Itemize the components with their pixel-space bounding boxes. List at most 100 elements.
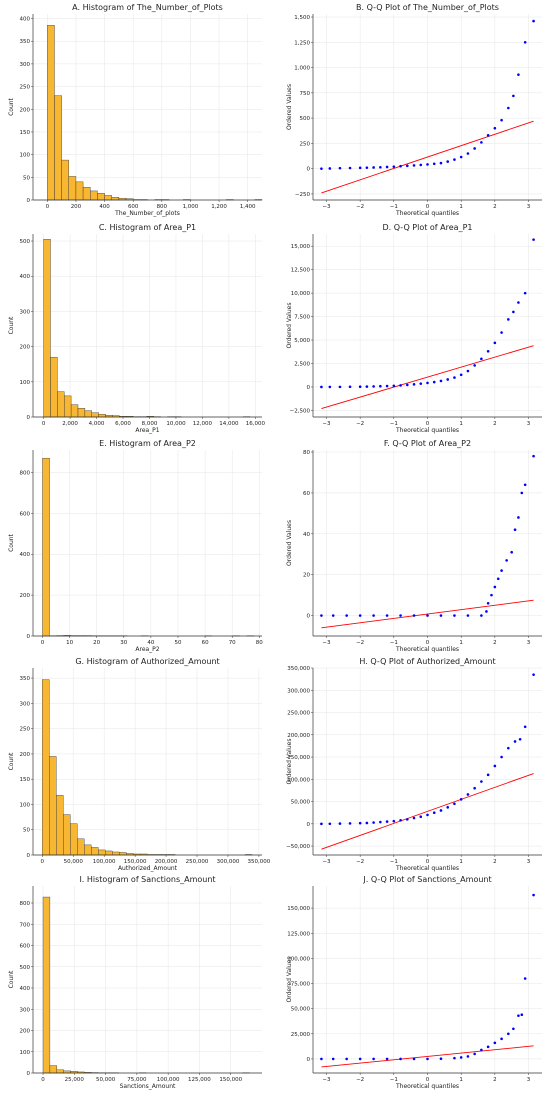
chart-title: F. Q-Q Plot of Area_P2	[384, 439, 471, 448]
y-tick-label: 200	[20, 752, 31, 758]
x-tick-label: 14,000	[219, 421, 239, 427]
qq-point	[338, 166, 342, 170]
x-tick-label: −3	[322, 421, 331, 427]
qq-point	[523, 977, 527, 980]
qq-point	[338, 385, 342, 389]
y-tick-label: 20	[303, 573, 310, 579]
qq-point	[365, 821, 369, 825]
y-tick-label: 100	[20, 380, 31, 386]
y-tick-label: 125,000	[287, 931, 310, 937]
x-tick-label: 2	[493, 204, 497, 210]
qq-point	[523, 725, 527, 729]
qq-point	[412, 383, 416, 386]
qq-point	[473, 786, 476, 790]
fit-line	[321, 773, 534, 850]
x-tick-label: 150,000	[219, 1077, 242, 1083]
y-tick-label: 300	[20, 1007, 31, 1013]
y-tick-label: 25,000	[291, 1032, 311, 1038]
qq-point	[473, 364, 476, 367]
x-tick-label: −2	[356, 859, 364, 865]
y-axis-label: Ordered Values	[286, 520, 293, 566]
x-tick-label: 1	[459, 859, 463, 865]
qq-point	[512, 94, 515, 98]
histogram-bar	[42, 457, 50, 637]
x-axis-label: Area_P1	[135, 427, 159, 434]
histogram-bar	[91, 847, 99, 856]
y-axis-label: Ordered Values	[286, 957, 293, 1003]
qq-point	[520, 491, 524, 495]
histogram-bar	[91, 412, 99, 418]
qq-point	[358, 614, 362, 617]
chart-title: G. Histogram of Authorized_Amount	[75, 657, 219, 666]
x-tick-label: −2	[356, 421, 364, 427]
qq-point	[513, 528, 517, 532]
qq-point	[517, 301, 520, 304]
y-tick-label: 200	[20, 593, 31, 599]
qq-point	[399, 614, 402, 617]
x-tick-label: −3	[322, 204, 331, 210]
x-tick-label: 1	[459, 1077, 463, 1083]
histogram-bar	[97, 192, 105, 201]
x-tick-label: 1,200	[211, 204, 227, 210]
qq-point	[385, 1057, 389, 1061]
x-axis-label: Theoretical quantiles	[395, 1083, 459, 1090]
y-tick-label: 350	[20, 676, 31, 682]
histogram-bar	[105, 850, 113, 856]
qq-point	[500, 118, 503, 122]
x-tick-label: 2	[493, 859, 497, 865]
histogram-bar	[111, 197, 120, 201]
x-tick-label: 12,000	[193, 421, 213, 427]
y-tick-label: 300	[20, 309, 31, 315]
chart-title: J. Q-Q Plot of Sanctions_Amount	[362, 875, 491, 884]
qq-point	[480, 614, 483, 617]
qq-point	[486, 1045, 490, 1049]
qq-point	[500, 1037, 503, 1041]
x-tick-label: 0	[42, 421, 46, 427]
qq-point	[473, 147, 476, 150]
chart-title: B. Q-Q Plot of The_Number_of_Plots	[356, 3, 499, 12]
qq-point	[523, 483, 527, 487]
qq-point	[365, 385, 369, 388]
y-tick-label: 0	[27, 634, 31, 640]
y-tick-label: 150,000	[287, 755, 310, 761]
x-tick-label: 4,000	[89, 421, 105, 427]
x-tick-label: −1	[390, 859, 398, 865]
qq-point	[328, 822, 332, 826]
x-tick-label: −3	[322, 859, 331, 865]
x-tick-label: 100,000	[93, 859, 116, 865]
x-tick-label: 10	[66, 640, 73, 646]
x-axis-label: Authorized_Amount	[118, 865, 178, 872]
qq-point	[505, 559, 508, 562]
qq-point	[493, 764, 497, 768]
qq-point	[426, 614, 429, 617]
qq-point	[328, 385, 332, 389]
y-tick-label: 750	[300, 91, 311, 97]
chart-title: C. Histogram of Area_P1	[99, 223, 196, 232]
histogram-bar	[43, 239, 51, 418]
x-tick-label: −2	[356, 640, 364, 646]
histogram-bar	[42, 896, 51, 1074]
histogram-bar	[56, 1069, 64, 1074]
qq-point	[512, 310, 515, 314]
x-tick-label: 200	[71, 204, 82, 210]
qq-point	[348, 166, 352, 170]
qq-point	[446, 160, 450, 163]
x-tick-label: −3	[322, 640, 331, 646]
y-axis-label: Count	[8, 970, 15, 988]
qq-point	[338, 822, 342, 825]
y-tick-label: 0	[307, 167, 311, 173]
x-tick-label: 125,000	[188, 1077, 211, 1083]
y-axis-label: Count	[8, 316, 15, 334]
qq-point	[532, 454, 535, 458]
y-tick-label: 600	[20, 511, 31, 517]
qq-point	[432, 162, 436, 166]
qq-point	[372, 821, 375, 824]
qq-point	[426, 1057, 429, 1061]
y-tick-label: 0	[307, 385, 311, 391]
qq-point	[532, 238, 535, 241]
y-tick-label: 5,000	[294, 338, 310, 344]
qq-point	[372, 166, 375, 169]
x-tick-label: 3	[527, 1077, 531, 1083]
qq-point	[486, 134, 490, 137]
x-tick-label: 3	[527, 204, 531, 210]
